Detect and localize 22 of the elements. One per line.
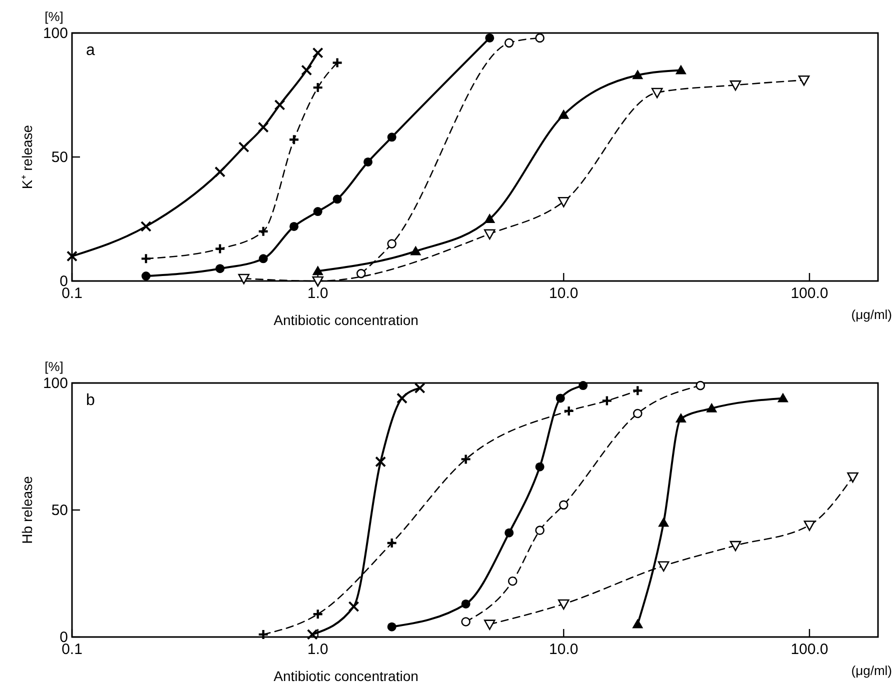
text: [%] xyxy=(44,9,64,24)
y-axis-title: Hb release xyxy=(19,476,35,544)
x-tick-label: 1.0 xyxy=(307,285,328,302)
y-tick-label: 50 xyxy=(51,149,68,166)
text: [%] xyxy=(44,359,64,374)
y-tick-label: 100 xyxy=(42,25,68,42)
annotation: a xyxy=(86,42,95,59)
text: (μg/ml) xyxy=(851,663,892,678)
x-tick-label: 100.0 xyxy=(790,641,828,658)
x-tick-label: 10.0 xyxy=(549,641,578,658)
x-axis-title: Antibiotic concentration xyxy=(274,668,418,684)
y-tick-label: 50 xyxy=(51,502,68,519)
x-tick-label: 0.1 xyxy=(62,285,82,302)
x-axis-title: Antibiotic concentration xyxy=(274,312,418,328)
annotation: b xyxy=(86,392,95,409)
text: (μg/ml) xyxy=(851,307,892,322)
x-tick-label: 0.1 xyxy=(62,641,82,658)
x-tick-label: 10.0 xyxy=(549,285,578,302)
y-axis-title: K⁺ release xyxy=(19,124,35,190)
y-tick-label: 100 xyxy=(42,375,68,392)
x-tick-label: 1.0 xyxy=(307,641,328,658)
x-tick-label: 100.0 xyxy=(790,285,828,302)
